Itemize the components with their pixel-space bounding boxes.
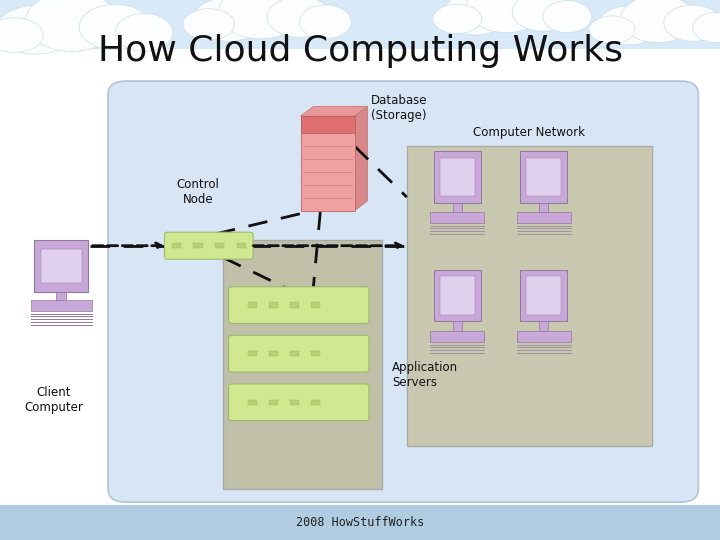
Text: Computer Network: Computer Network (473, 126, 585, 139)
Bar (517, 331, 571, 342)
FancyBboxPatch shape (229, 335, 369, 372)
Bar (172, 243, 181, 248)
Text: Control
Node: Control Node (176, 178, 220, 206)
FancyBboxPatch shape (229, 287, 369, 323)
Bar (40, 248, 82, 283)
Ellipse shape (433, 4, 482, 33)
Bar (289, 302, 300, 308)
Bar (453, 202, 462, 212)
Bar (539, 321, 548, 331)
Bar (521, 270, 567, 321)
Ellipse shape (598, 6, 661, 45)
Bar (35, 240, 89, 292)
Polygon shape (355, 106, 367, 211)
Bar (193, 243, 203, 248)
Bar (433, 151, 481, 202)
Ellipse shape (300, 5, 351, 39)
Ellipse shape (0, 18, 43, 52)
Ellipse shape (442, 0, 509, 35)
Ellipse shape (664, 5, 720, 42)
FancyBboxPatch shape (108, 81, 698, 502)
Bar (289, 351, 300, 356)
Ellipse shape (267, 0, 332, 37)
Bar (521, 151, 567, 202)
Bar (0, 49, 720, 505)
FancyBboxPatch shape (164, 232, 253, 259)
Bar (269, 400, 279, 405)
Bar (301, 116, 355, 133)
Bar (301, 116, 355, 211)
Bar (440, 276, 475, 315)
Ellipse shape (219, 0, 302, 39)
Ellipse shape (0, 5, 76, 54)
Bar (431, 331, 485, 342)
Bar (517, 212, 571, 223)
Bar (223, 240, 382, 489)
Text: Application
Servers: Application Servers (392, 361, 459, 389)
Bar (248, 351, 258, 356)
Bar (431, 212, 485, 223)
Bar (269, 351, 279, 356)
Bar (407, 146, 652, 446)
Polygon shape (301, 106, 367, 116)
Bar (440, 158, 475, 196)
Bar (248, 400, 258, 405)
Bar (539, 202, 548, 212)
Ellipse shape (693, 12, 720, 43)
Bar (0, 505, 720, 540)
Text: Client
Computer: Client Computer (24, 386, 84, 414)
Ellipse shape (79, 4, 151, 50)
Bar (30, 300, 92, 311)
Bar (311, 351, 320, 356)
Ellipse shape (115, 14, 173, 51)
Ellipse shape (25, 0, 119, 51)
Bar (289, 400, 300, 405)
Ellipse shape (543, 1, 592, 32)
Bar (311, 302, 320, 308)
Bar (311, 400, 320, 405)
Ellipse shape (183, 9, 235, 40)
Text: How Cloud Computing Works: How Cloud Computing Works (97, 35, 623, 68)
Bar (248, 302, 258, 308)
Text: 2008 HowStuffWorks: 2008 HowStuffWorks (296, 516, 424, 529)
Bar (56, 292, 66, 300)
Ellipse shape (193, 0, 264, 42)
Text: Database
(Storage): Database (Storage) (371, 94, 427, 122)
Bar (215, 243, 225, 248)
Ellipse shape (621, 0, 696, 43)
Bar (236, 243, 246, 248)
Bar (526, 276, 562, 315)
Bar (526, 158, 562, 196)
Ellipse shape (589, 16, 635, 44)
Bar (433, 270, 481, 321)
Ellipse shape (513, 0, 574, 31)
FancyBboxPatch shape (229, 384, 369, 421)
Bar (269, 302, 279, 308)
Ellipse shape (467, 0, 546, 33)
Bar (453, 321, 462, 331)
